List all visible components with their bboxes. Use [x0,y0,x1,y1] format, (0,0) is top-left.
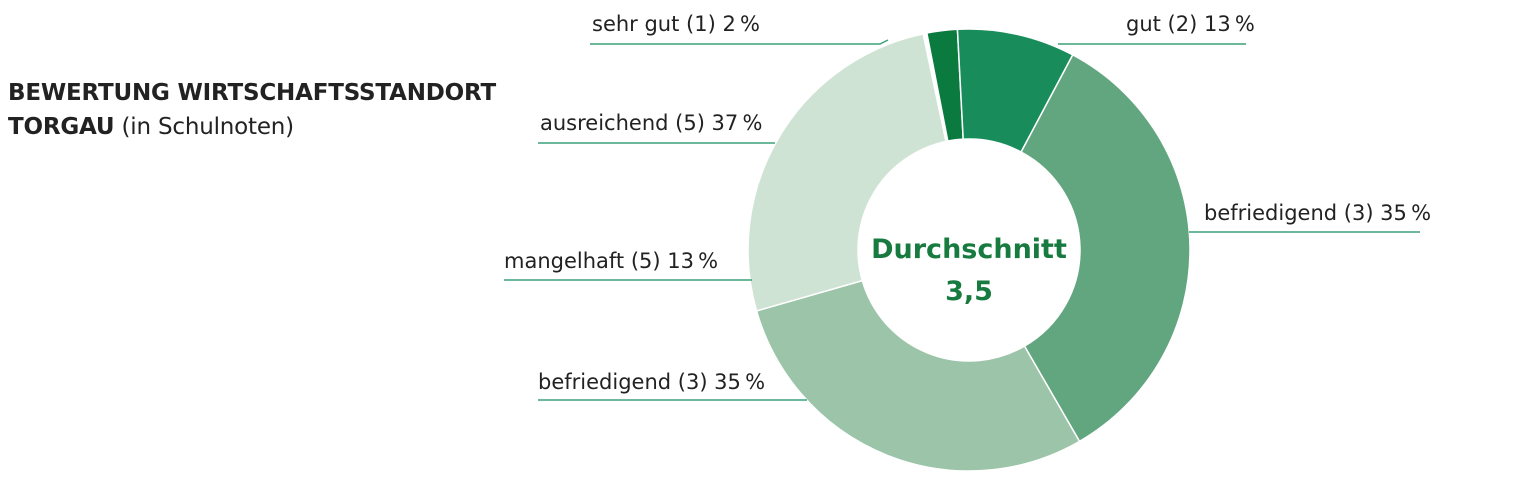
slice-label-4: befriedigend (3) 35 % [538,370,765,394]
slice-label-1: sehr gut (1) 2 % [592,12,760,36]
chart-title-suffix: (in Schulnoten) [121,114,295,140]
donut-slice-3 [1020,53,1191,443]
slice-label-5: ausreichend (5) 37 % [540,111,762,135]
slice-label-3: befriedigend (3) 35 % [1204,201,1431,225]
chart-title: BEWERTUNG WIRTSCHAFTSSTANDORT TORGAU (in… [8,76,508,144]
chart-title-line2: TORGAU [8,114,115,140]
slice-label-2: gut (2) 13 % [1126,12,1255,36]
slice-label-6: mangelhaft (5) 13 % [504,249,718,273]
donut-slice-5 [747,32,947,312]
center-label: Durchschnitt [871,234,1067,265]
center-value: 3,5 [945,276,993,307]
donut-slice-4 [755,279,1081,472]
leader-line-1 [590,39,889,45]
chart-title-line1: BEWERTUNG WIRTSCHAFTSSTANDORT [8,80,496,106]
